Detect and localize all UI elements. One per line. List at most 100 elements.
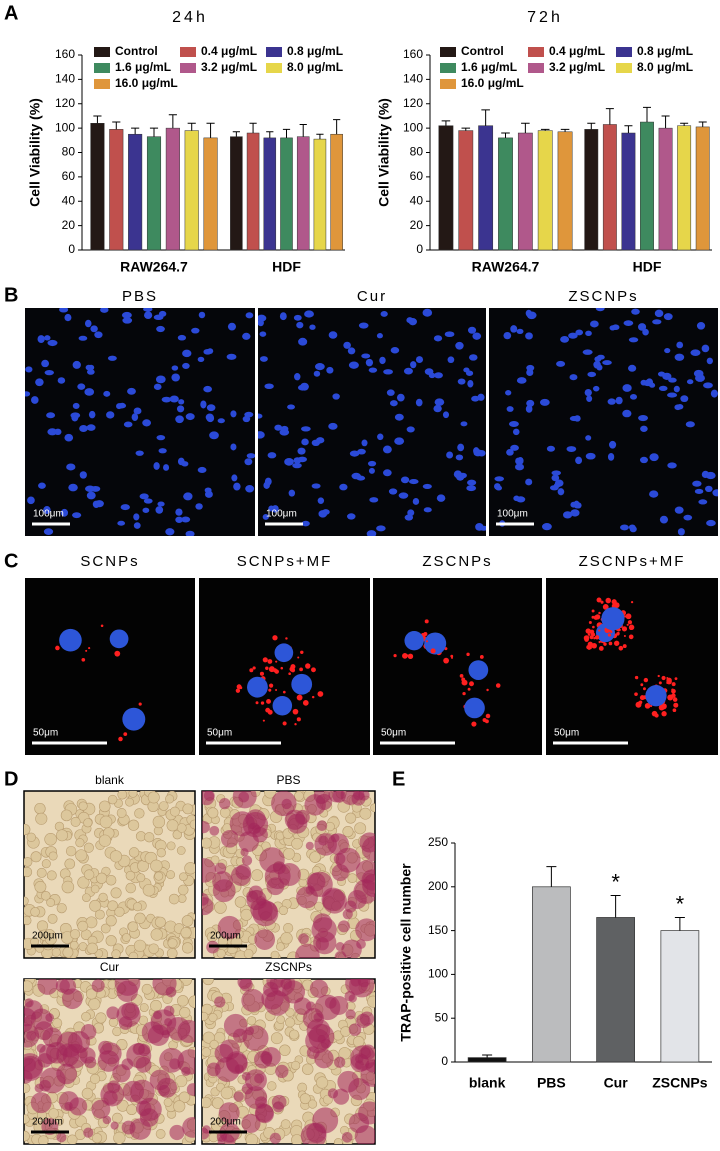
y-tick-label: 250 (428, 835, 448, 849)
error-bar (540, 128, 550, 131)
cell-nucleus (300, 382, 309, 391)
particle (471, 721, 477, 727)
particle (642, 687, 646, 691)
cell-nucleus (623, 320, 634, 327)
particle (628, 624, 635, 631)
micrograph-content (24, 791, 195, 958)
cell-nucleus (667, 392, 678, 398)
cell-nucleus (467, 479, 477, 486)
trap-stain (24, 1000, 43, 1020)
cell (188, 995, 195, 1008)
cell (94, 909, 105, 920)
cell (276, 1015, 285, 1024)
cell-nucleus (446, 451, 454, 459)
cell (147, 791, 160, 804)
legend-swatch (440, 63, 456, 73)
error-bar (131, 127, 140, 135)
cell-nucleus (197, 466, 207, 474)
cell-nucleus (649, 490, 659, 498)
trap-stain (237, 979, 252, 990)
cell-nucleus (368, 367, 378, 373)
y-tick-label: 60 (62, 169, 76, 183)
cell (62, 946, 74, 958)
trap-stain (332, 791, 346, 803)
x-tick-label: ZSCNPs (652, 1075, 707, 1091)
cell (30, 851, 42, 863)
micrograph-content (202, 979, 375, 1144)
cell-nucleus (585, 435, 592, 441)
cell-nucleus (394, 437, 405, 445)
cell-nucleus (43, 528, 54, 535)
scale-bar-label: 50μm (207, 728, 232, 739)
cell (158, 801, 169, 811)
cell-nucleus (72, 360, 81, 369)
cell-nucleus (628, 337, 639, 343)
cell-nucleus (645, 685, 667, 707)
cell-nucleus (516, 496, 526, 503)
trap-stain (59, 979, 77, 995)
cell-nucleus (64, 433, 74, 442)
trap-stain (241, 988, 265, 1012)
cell-nucleus (410, 361, 417, 369)
trap-stain (202, 1125, 211, 1134)
cell (109, 850, 123, 863)
cell (308, 1099, 318, 1109)
cell-nucleus (231, 474, 238, 482)
cell (202, 979, 214, 986)
cell (301, 1063, 314, 1075)
x-tick-label: blank (469, 1075, 506, 1091)
cell (78, 801, 88, 811)
image-title: ZSCNPs+MF (579, 553, 686, 570)
cell-nucleus (587, 371, 597, 378)
cell-nucleus (123, 421, 133, 428)
cell-nucleus (460, 421, 468, 427)
particle (85, 649, 88, 652)
y-tick-label: 200 (428, 879, 448, 893)
cell-nucleus (119, 402, 126, 408)
trap-stain (116, 1003, 141, 1028)
cell-nucleus (517, 457, 524, 465)
particle (585, 628, 591, 634)
cell-nucleus (38, 482, 46, 489)
bar (313, 138, 327, 251)
cell-nucleus (25, 366, 33, 373)
error-bar (149, 127, 159, 137)
cell (48, 851, 58, 861)
error-bar (680, 122, 689, 126)
cell-nucleus (127, 387, 136, 395)
bar (557, 131, 573, 251)
cell-nucleus (332, 393, 340, 400)
cell-nucleus (271, 505, 279, 513)
y-tick-label: 0 (416, 242, 423, 256)
cell-nucleus (54, 428, 62, 436)
cell (30, 907, 40, 917)
cell-nucleus (495, 485, 503, 491)
cell-nucleus (195, 503, 203, 510)
particle (292, 708, 299, 715)
trap-stain (355, 918, 375, 942)
cell-nucleus (356, 475, 366, 481)
cell-nucleus (386, 389, 395, 396)
trap-stain (305, 841, 314, 850)
cell (98, 800, 111, 813)
particle (588, 620, 592, 624)
particle (485, 713, 491, 719)
cell (314, 901, 324, 912)
cell-nucleus (182, 349, 192, 358)
trap-stain (64, 1101, 73, 1111)
cell-nucleus (258, 413, 263, 419)
particle (608, 641, 613, 646)
particle (305, 663, 311, 669)
trap-stain (164, 1018, 173, 1027)
bar (230, 136, 243, 251)
cell-nucleus (27, 496, 35, 505)
cell-nucleus (163, 464, 170, 471)
trap-stain (110, 1121, 119, 1130)
error-bar (481, 109, 490, 126)
particle (611, 599, 617, 605)
cell-nucleus (122, 317, 133, 324)
x-tick-label: HDF (272, 259, 301, 275)
cell-nucleus (628, 524, 636, 530)
bar (517, 132, 533, 251)
particle (266, 698, 271, 704)
